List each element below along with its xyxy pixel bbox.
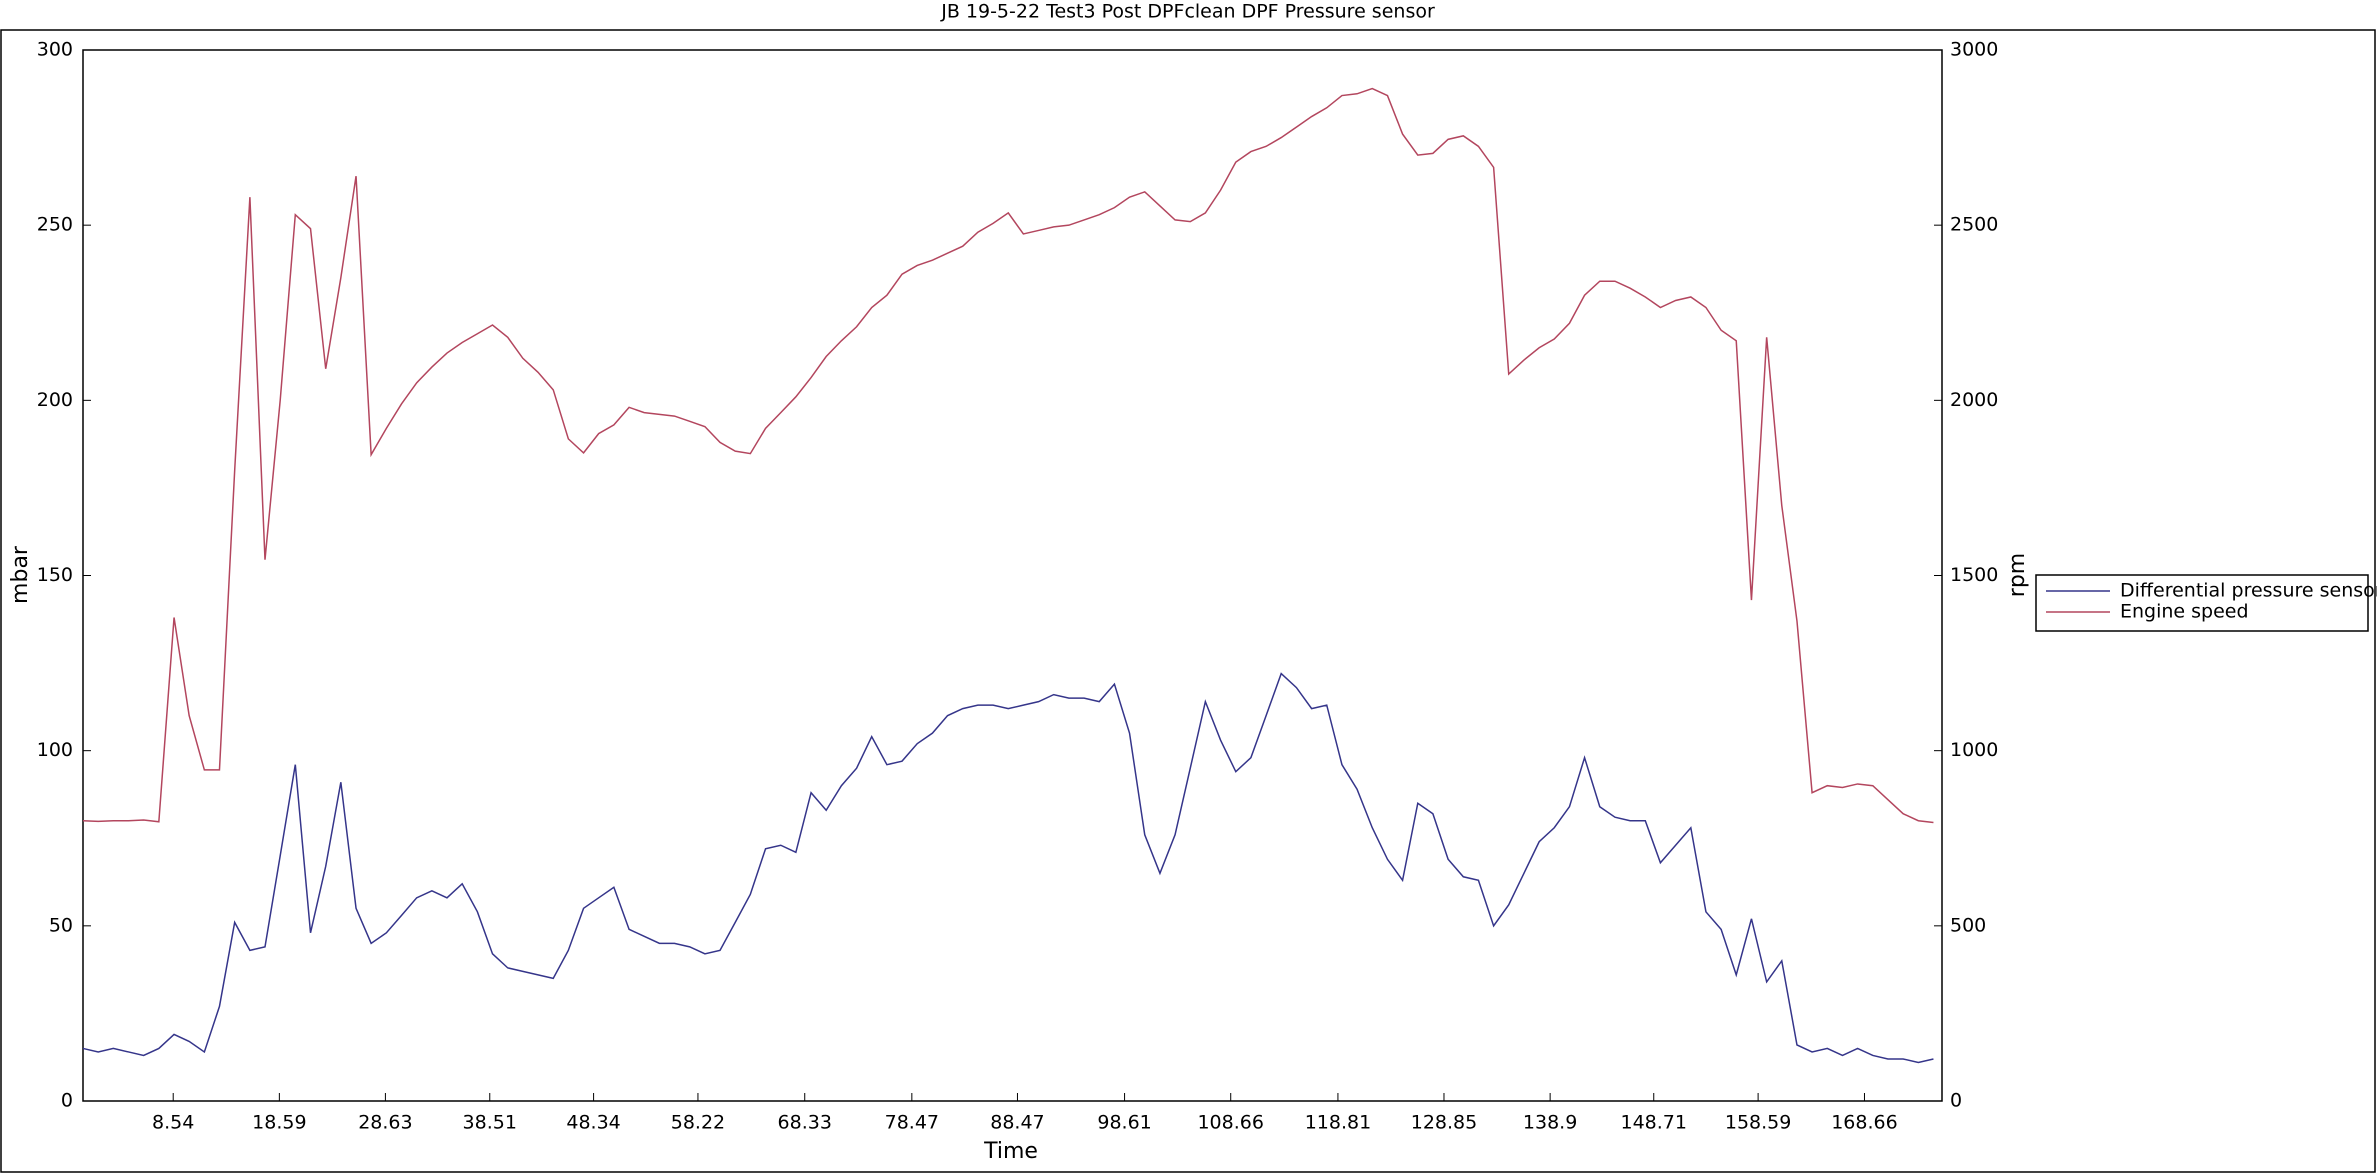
- y2-tick-label: 500: [1950, 914, 1986, 936]
- y2-tick-label: 3000: [1950, 39, 1998, 61]
- y-tick-label: 100: [37, 739, 73, 761]
- x-tick-label: 128.85: [1411, 1112, 1477, 1134]
- x-tick-label: 148.71: [1621, 1112, 1687, 1134]
- x-tick-label: 98.61: [1097, 1112, 1151, 1134]
- x-tick-label: 68.33: [778, 1112, 832, 1134]
- y-tick-label: 300: [37, 39, 73, 61]
- x-tick-label: 48.34: [566, 1112, 620, 1134]
- x-axis-label: Time: [983, 1139, 1038, 1164]
- y2-tick-label: 1500: [1950, 564, 1998, 586]
- legend-label: Engine speed: [2120, 601, 2249, 623]
- x-tick-label: 158.59: [1725, 1112, 1791, 1134]
- y-tick-label: 200: [37, 389, 73, 411]
- plot-frame: [82, 49, 1943, 1102]
- y-tick-label: 0: [61, 1090, 73, 1112]
- y-tick-label: 50: [49, 914, 73, 936]
- series-line: [82, 87, 1934, 824]
- x-tick-label: 78.47: [885, 1112, 939, 1134]
- legend-label: Differential pressure sensor: [2120, 580, 2377, 602]
- x-tick-label: 108.66: [1197, 1112, 1263, 1134]
- series-line: [82, 672, 1934, 1064]
- legend-box: [2035, 574, 2369, 632]
- y2-tick-label: 0: [1950, 1090, 1962, 1112]
- x-tick-label: 118.81: [1305, 1112, 1371, 1134]
- x-tick-label: 168.66: [1831, 1112, 1897, 1134]
- x-tick-label: 138.9: [1523, 1112, 1577, 1134]
- y2-tick-label: 2500: [1950, 214, 1998, 236]
- x-tick-label: 8.54: [152, 1112, 194, 1134]
- x-tick-label: 58.22: [671, 1112, 725, 1134]
- x-tick-label: 28.63: [358, 1112, 412, 1134]
- y2-axis-label: rpm: [2005, 553, 2030, 597]
- x-tick-label: 38.51: [463, 1112, 517, 1134]
- y-axis-label: mbar: [8, 545, 33, 604]
- figure-frame: [0, 29, 2376, 1173]
- x-tick-label: 18.59: [252, 1112, 306, 1134]
- y-tick-label: 250: [37, 214, 73, 236]
- x-tick-label: 88.47: [990, 1112, 1044, 1134]
- y2-tick-label: 1000: [1950, 739, 1998, 761]
- y-tick-label: 150: [37, 564, 73, 586]
- chart-title: JB 19-5-22 Test3 Post DPFclean DPF Press…: [940, 1, 1435, 23]
- y2-tick-label: 2000: [1950, 389, 1998, 411]
